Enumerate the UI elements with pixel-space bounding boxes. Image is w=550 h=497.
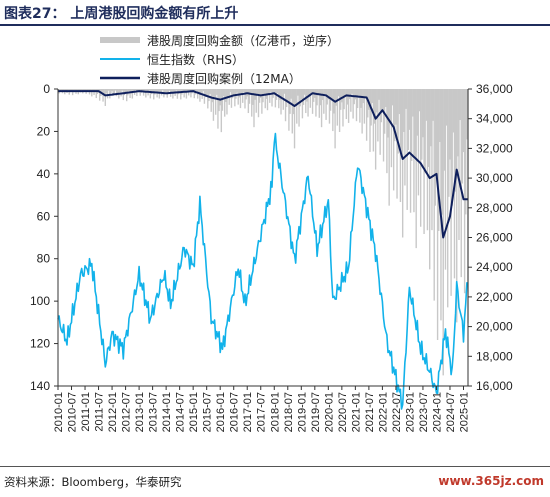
x-tick-label: 2014-01 (161, 392, 173, 432)
right-tick-label: 30,000 (476, 171, 513, 185)
x-tick-label: 2018-07 (283, 392, 295, 432)
right-tick-label: 32,000 (476, 141, 513, 155)
left-tick-label: 120 (30, 337, 50, 351)
plot-layer (57, 89, 469, 410)
x-tick-label: 2024-07 (445, 392, 457, 432)
title-divider (0, 24, 550, 26)
right-tick-label: 36,000 (476, 82, 513, 96)
left-tick-label: 100 (30, 294, 50, 308)
legend-label: 港股周度回购金额（亿港币，逆序） (147, 33, 339, 48)
left-tick-label: 80 (37, 252, 51, 266)
right-tick-label: 20,000 (476, 320, 513, 334)
source-note: 资料来源：Bloomberg，华泰研究 (4, 475, 182, 489)
x-tick-label: 2020-01 (323, 392, 335, 432)
x-tick-label: 2021-01 (350, 392, 362, 432)
x-tick-label: 2016-01 (215, 392, 227, 432)
right-tick-label: 22,000 (476, 290, 513, 304)
x-tick-label: 2013-01 (134, 392, 146, 432)
right-tick-label: 24,000 (476, 260, 513, 274)
right-tick-label: 18,000 (476, 349, 513, 363)
x-tick-label: 2017-07 (256, 392, 268, 432)
x-tick-label: 2015-01 (188, 392, 200, 432)
x-tick-label: 2023-07 (418, 392, 430, 432)
legend: 港股周度回购金额（亿港币，逆序） 恒生指数（RHS） 港股周度回购案例（12MA） (100, 33, 339, 86)
chart-area: 0 20 40 60 80 100 120 140 16,000 18,000 20,000 22,0… (30, 33, 513, 432)
left-tick-label: 0 (43, 82, 50, 96)
right-tick-label: 26,000 (476, 231, 513, 245)
x-tick-label: 2022-01 (377, 392, 389, 432)
x-tick-label: 2017-01 (242, 392, 254, 432)
left-tick-label: 40 (37, 167, 51, 181)
x-tick-label: 2025-01 (458, 392, 470, 432)
right-tick-label: 34,000 (476, 112, 513, 126)
x-tick-label: 2011-07 (94, 392, 106, 432)
left-tick-label: 140 (30, 379, 50, 393)
x-tick-label: 2014-07 (175, 392, 187, 432)
x-tick-label: 2012-07 (121, 392, 133, 432)
x-tick-label: 2015-07 (202, 392, 214, 432)
x-tick-label: 2010-07 (67, 392, 79, 432)
legend-label: 港股周度回购案例（12MA） (147, 71, 301, 86)
x-tick-label: 2019-01 (296, 392, 308, 432)
figure-title: 图表27： 上周港股回购金额有所上升 (4, 6, 239, 22)
footer-divider (0, 466, 550, 467)
right-tick-label: 28,000 (476, 201, 513, 215)
x-tick-label: 2019-07 (310, 392, 322, 432)
left-tick-label: 60 (37, 209, 51, 223)
x-tick-label: 2020-07 (337, 392, 349, 432)
x-tick-label: 2013-07 (148, 392, 160, 432)
series-12ma-line (58, 90, 468, 239)
watermark: www.365jz.com (438, 474, 544, 488)
left-tick-label: 20 (37, 124, 51, 138)
legend-label: 恒生指数（RHS） (147, 52, 244, 67)
x-tick-label: 2016-07 (229, 392, 241, 432)
series-hsi-line (57, 132, 469, 410)
x-tick-label: 2024-01 (431, 392, 443, 432)
x-tick-label: 2011-01 (80, 392, 92, 432)
x-tick-label: 2018-01 (269, 392, 281, 432)
x-tick-label: 2012-01 (107, 392, 119, 432)
x-tick-label: 2022-07 (391, 392, 403, 432)
x-tick-label: 2010-01 (53, 392, 65, 432)
x-tick-label: 2021-07 (364, 392, 376, 432)
x-tick-label: 2023-01 (404, 392, 416, 432)
right-tick-label: 16,000 (476, 379, 513, 393)
axes-layer: 0 20 40 60 80 100 120 140 16,000 18,000 20,000 22,0… (30, 82, 513, 432)
